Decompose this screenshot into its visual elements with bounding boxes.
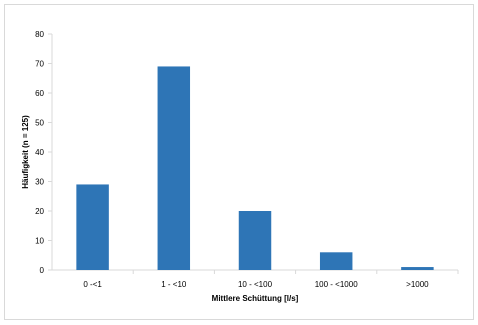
y-tick-label: 30: [35, 178, 44, 187]
x-tick-label: >1000: [406, 280, 429, 289]
x-tick-label: 1 - <10: [161, 280, 187, 289]
y-axis-ticks: 0 10 20 30 40 50 60 70 80: [35, 30, 52, 275]
y-tick-label: 60: [35, 89, 44, 98]
x-tick-label: 0 -<1: [83, 280, 102, 289]
bar: [76, 184, 109, 270]
bar: [319, 252, 353, 270]
bar: [238, 211, 272, 270]
y-tick-label: 40: [35, 148, 44, 157]
y-tick-label: 0: [40, 266, 45, 275]
y-tick-label: 70: [35, 60, 44, 69]
y-tick-label: 10: [35, 237, 44, 246]
y-axis-title: Häufigkeit (n = 125): [21, 115, 30, 189]
y-tick-label: 20: [35, 207, 44, 216]
bar: [401, 267, 434, 270]
y-tick-label: 50: [35, 119, 44, 128]
x-axis-ticks: 0 -<1 1 - <10 10 - <100 100 - <1000 >1000: [83, 270, 459, 289]
bar: [157, 66, 191, 270]
bars: [76, 66, 434, 270]
x-axis-title: Mittlere Schüttung [l/s]: [212, 294, 299, 303]
x-tick-label: 100 - <1000: [315, 280, 358, 289]
y-tick-label: 80: [35, 30, 44, 39]
x-tick-label: 10 - <100: [238, 280, 273, 289]
